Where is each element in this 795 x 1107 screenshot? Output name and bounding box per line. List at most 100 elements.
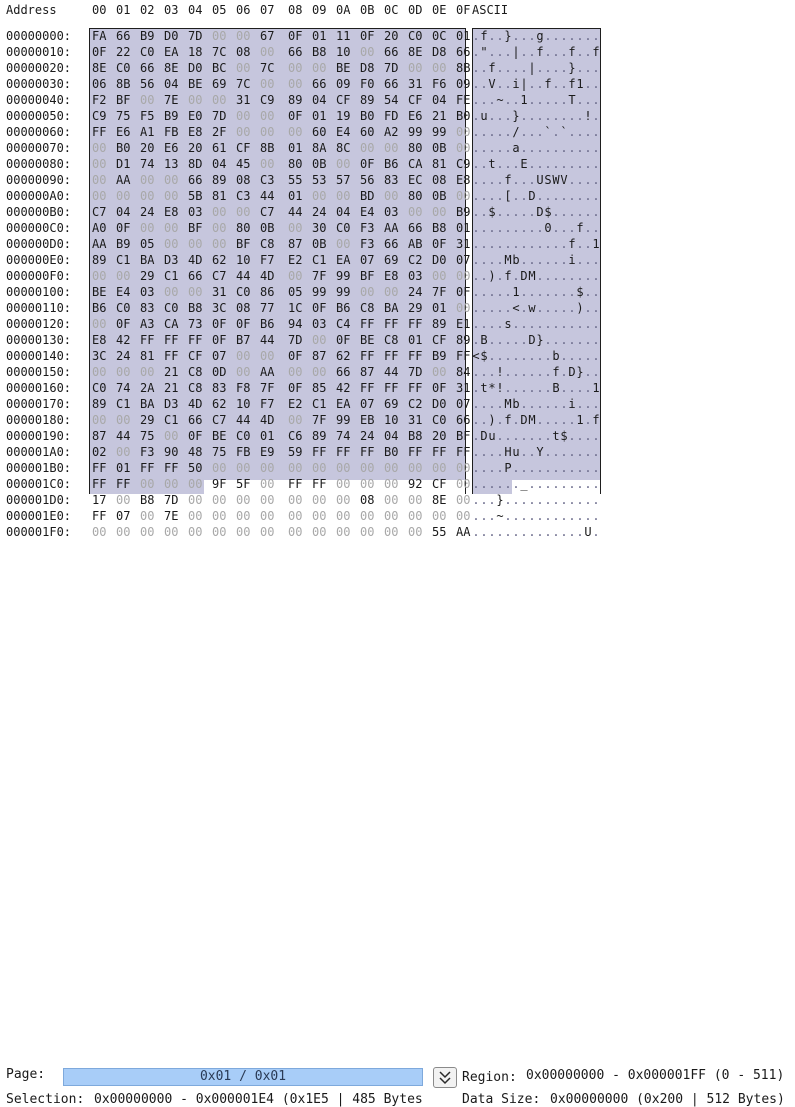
hex-byte[interactable]: 0F xyxy=(288,349,303,363)
ascii-char[interactable]: . xyxy=(560,157,568,171)
ascii-char[interactable]: . xyxy=(584,301,592,315)
ascii-char[interactable]: . xyxy=(592,493,600,507)
hex-byte[interactable]: 66 xyxy=(288,45,303,59)
ascii-char[interactable]: . xyxy=(528,509,536,523)
ascii-char[interactable]: . xyxy=(472,333,480,347)
hex-byte[interactable]: 00 xyxy=(236,125,251,139)
hex-byte[interactable]: C8 xyxy=(384,333,399,347)
hex-byte[interactable]: 02 xyxy=(92,445,107,459)
ascii-char[interactable]: W xyxy=(552,173,560,187)
hex-byte[interactable]: 7F xyxy=(432,285,447,299)
hex-byte[interactable]: 7C xyxy=(212,45,227,59)
ascii-char[interactable]: i xyxy=(568,253,576,267)
ascii-char[interactable]: . xyxy=(512,525,520,539)
ascii-char[interactable]: . xyxy=(544,45,552,59)
ascii-char[interactable]: . xyxy=(528,525,536,539)
ascii-char[interactable]: . xyxy=(504,333,512,347)
ascii-char[interactable]: . xyxy=(528,125,536,139)
ascii-char[interactable]: . xyxy=(552,141,560,155)
ascii-char[interactable]: . xyxy=(512,493,520,507)
ascii-char[interactable]: . xyxy=(488,221,496,235)
hex-byte[interactable]: FF xyxy=(384,381,399,395)
ascii-char[interactable]: t xyxy=(488,157,496,171)
hex-byte[interactable]: 00 xyxy=(408,461,423,475)
ascii-char[interactable]: . xyxy=(496,269,504,283)
hex-byte[interactable]: 00 xyxy=(92,157,107,171)
hex-byte[interactable]: D0 xyxy=(188,61,203,75)
ascii-char[interactable]: . xyxy=(520,365,528,379)
hex-byte[interactable]: 00 xyxy=(336,189,351,203)
hex-byte[interactable]: FF xyxy=(92,477,107,491)
ascii-char[interactable]: } xyxy=(496,493,504,507)
ascii-char[interactable]: . xyxy=(560,93,568,107)
ascii-char[interactable]: f xyxy=(488,61,496,75)
ascii-char[interactable]: . xyxy=(496,205,504,219)
ascii-char[interactable]: . xyxy=(472,381,480,395)
ascii-char[interactable]: . xyxy=(576,189,584,203)
ascii-char[interactable]: . xyxy=(512,93,520,107)
hex-byte[interactable]: 8C xyxy=(336,141,351,155)
ascii-char[interactable]: . xyxy=(496,285,504,299)
ascii-char[interactable]: $ xyxy=(576,285,584,299)
ascii-char[interactable]: . xyxy=(568,381,576,395)
hex-byte[interactable]: 87 xyxy=(92,429,107,443)
ascii-char[interactable]: } xyxy=(504,29,512,43)
ascii-char[interactable]: . xyxy=(520,205,528,219)
hex-byte[interactable]: C0 xyxy=(164,301,179,315)
ascii-char[interactable]: . xyxy=(544,333,552,347)
hex-byte[interactable]: 04 xyxy=(164,77,179,91)
ascii-char[interactable]: . xyxy=(496,429,504,443)
hex-byte[interactable]: 7D xyxy=(288,333,303,347)
hex-byte[interactable]: 66 xyxy=(384,237,399,251)
hex-byte[interactable]: 8D xyxy=(188,157,203,171)
ascii-char[interactable]: [ xyxy=(504,189,512,203)
ascii-char[interactable]: . xyxy=(480,237,488,251)
ascii-char[interactable]: . xyxy=(544,429,552,443)
hex-byte[interactable]: A0 xyxy=(92,221,107,235)
ascii-char[interactable]: . xyxy=(552,61,560,75)
ascii-char[interactable]: . xyxy=(544,29,552,43)
ascii-char[interactable]: . xyxy=(512,29,520,43)
hex-byte[interactable]: 87 xyxy=(360,365,375,379)
hex-byte[interactable]: 08 xyxy=(236,301,251,315)
ascii-char[interactable]: . xyxy=(560,301,568,315)
ascii-char[interactable]: . xyxy=(560,525,568,539)
ascii-char[interactable]: . xyxy=(584,93,592,107)
hex-byte[interactable]: 05 xyxy=(288,285,303,299)
hex-byte[interactable]: 08 xyxy=(432,173,447,187)
ascii-char[interactable]: . xyxy=(528,381,536,395)
hex-byte[interactable]: 0D xyxy=(212,365,227,379)
hex-byte[interactable]: 03 xyxy=(384,205,399,219)
ascii-char[interactable]: . xyxy=(576,317,584,331)
hex-byte[interactable]: 24 xyxy=(140,205,155,219)
hex-byte[interactable]: F3 xyxy=(360,237,375,251)
hex-byte[interactable]: 20 xyxy=(384,29,399,43)
hex-byte[interactable]: 22 xyxy=(116,45,131,59)
ascii-char[interactable]: . xyxy=(480,397,488,411)
ascii-char[interactable]: . xyxy=(544,141,552,155)
hex-byte[interactable]: 89 xyxy=(360,93,375,107)
ascii-char[interactable]: . xyxy=(544,189,552,203)
hex-byte[interactable]: FF xyxy=(360,445,375,459)
ascii-char[interactable]: . xyxy=(552,205,560,219)
ascii-char[interactable]: . xyxy=(480,413,488,427)
hex-byte[interactable]: 4D xyxy=(188,253,203,267)
ascii-char[interactable]: . xyxy=(496,61,504,75)
ascii-char[interactable]: . xyxy=(528,349,536,363)
hex-byte[interactable]: E4 xyxy=(336,125,351,139)
ascii-char[interactable]: . xyxy=(552,253,560,267)
hex-byte[interactable]: 0F xyxy=(212,333,227,347)
ascii-char[interactable]: | xyxy=(512,45,520,59)
hex-byte[interactable]: 2F xyxy=(212,125,227,139)
ascii-char[interactable]: . xyxy=(592,29,600,43)
hex-byte[interactable]: 00 xyxy=(188,509,203,523)
hex-byte[interactable]: 29 xyxy=(140,269,155,283)
hex-byte[interactable]: FF xyxy=(384,349,399,363)
hex-byte[interactable]: 00 xyxy=(260,509,275,523)
ascii-char[interactable]: 1 xyxy=(576,413,584,427)
ascii-char[interactable]: . xyxy=(568,205,576,219)
ascii-char[interactable]: . xyxy=(496,317,504,331)
hex-byte[interactable]: C8 xyxy=(188,381,203,395)
ascii-char[interactable]: . xyxy=(584,141,592,155)
hex-byte[interactable]: 00 xyxy=(164,173,179,187)
